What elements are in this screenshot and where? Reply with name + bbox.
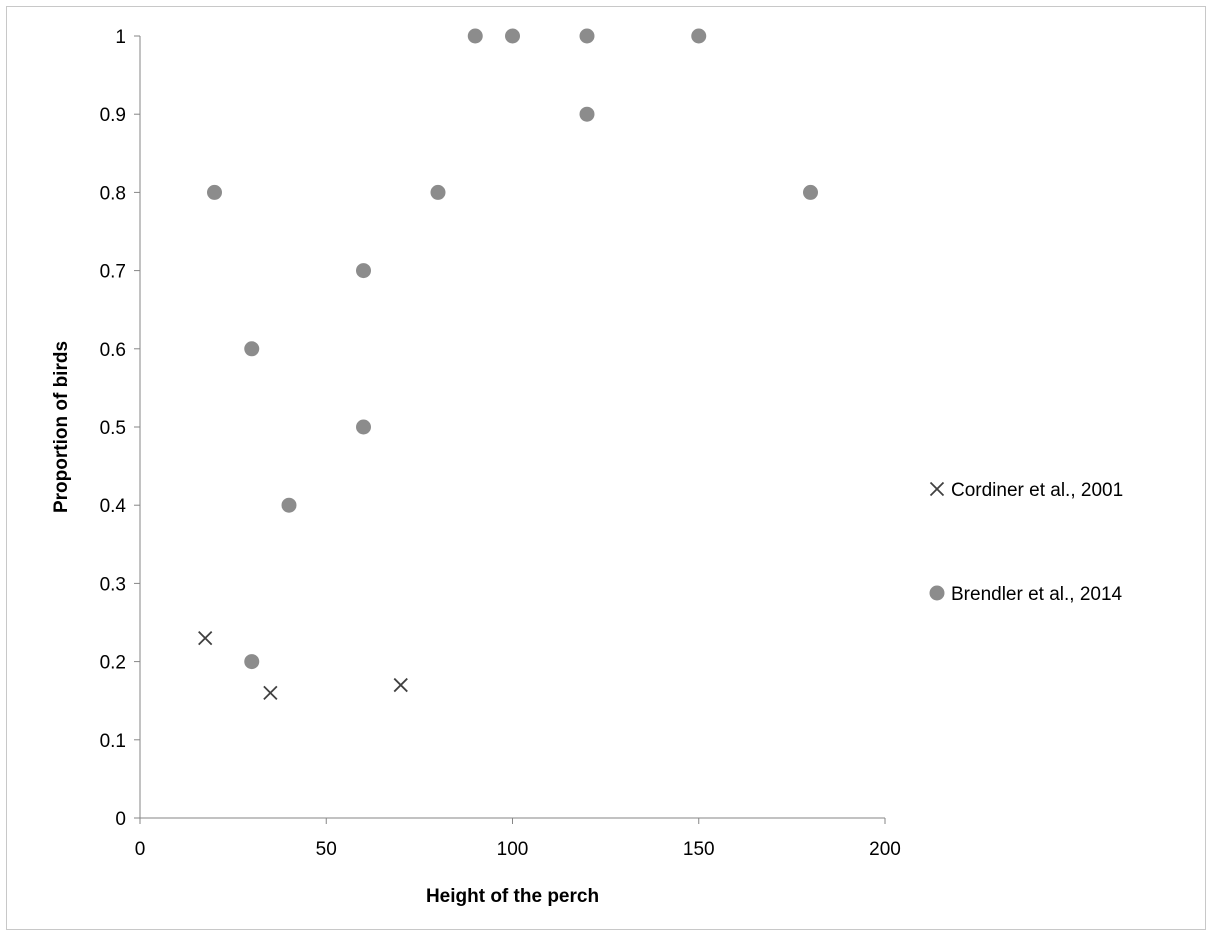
legend: Cordiner et al., 2001 Brendler et al., 20… xyxy=(929,480,1123,605)
legend-label: Cordiner et al., 2001 xyxy=(951,480,1123,501)
data-point xyxy=(505,28,520,44)
data-point xyxy=(244,341,260,357)
data-point xyxy=(356,419,371,435)
tick-labels: 0 0.1 0.2 0.3 0.4 0.5 0.6 0.7 0.8 0.9 1 0 50 100 150 20… xyxy=(100,27,901,860)
data-point xyxy=(244,654,260,670)
data-point xyxy=(803,184,818,200)
x-tick-label: 0 xyxy=(135,839,146,860)
y-tick-label: 0.3 xyxy=(100,574,126,595)
data-point xyxy=(579,28,595,44)
legend-item: Brendler et al., 2014 xyxy=(929,584,1123,605)
y-tick-label: 0.7 xyxy=(100,262,126,283)
x-tick-label: 150 xyxy=(683,839,715,860)
data-point xyxy=(691,28,707,44)
y-tick-label: 0.4 xyxy=(100,496,127,517)
y-tick-label: 0.1 xyxy=(100,731,126,752)
data-point xyxy=(263,685,278,701)
y-tick-label: 0 xyxy=(115,809,126,830)
x-tick-label: 100 xyxy=(497,839,529,860)
x-tick-label: 50 xyxy=(316,839,337,860)
data-point xyxy=(281,497,297,513)
legend-marker xyxy=(929,481,945,497)
y-tick-label: 0.2 xyxy=(100,653,126,674)
y-tick-label: 0.9 xyxy=(100,105,126,126)
axes xyxy=(134,35,886,824)
y-tick-label: 0.6 xyxy=(100,340,126,361)
y-tick-label: 0.8 xyxy=(100,183,126,204)
legend-marker xyxy=(929,585,945,601)
legend-item: Cordiner et al., 2001 xyxy=(929,480,1123,501)
legend-label: Brendler et al., 2014 xyxy=(951,584,1123,605)
y-axis-title: Proportion of birds xyxy=(51,341,72,513)
data-point xyxy=(198,631,213,646)
data-point xyxy=(207,184,222,200)
y-tick-label: 0.5 xyxy=(100,418,126,439)
data-points xyxy=(198,28,818,701)
data-point xyxy=(579,106,595,122)
y-tick-label: 1 xyxy=(115,27,126,48)
series-1 xyxy=(207,28,818,670)
data-point xyxy=(467,28,483,44)
chart-area xyxy=(6,6,1206,930)
x-axis-title: Height of the perch xyxy=(426,886,599,907)
data-point xyxy=(356,263,371,279)
data-point xyxy=(430,184,446,200)
data-point xyxy=(393,677,408,693)
x-tick-label: 200 xyxy=(869,839,901,860)
series-0 xyxy=(198,631,408,701)
